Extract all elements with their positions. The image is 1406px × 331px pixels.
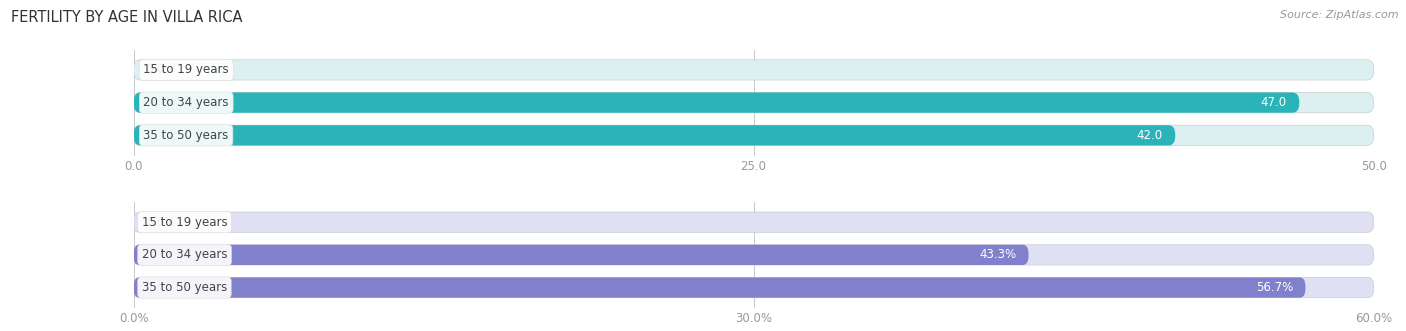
Text: 0.0%: 0.0% bbox=[146, 216, 176, 229]
FancyBboxPatch shape bbox=[134, 125, 1175, 145]
Text: 15 to 19 years: 15 to 19 years bbox=[142, 216, 228, 229]
FancyBboxPatch shape bbox=[134, 277, 1305, 298]
Text: 43.3%: 43.3% bbox=[979, 248, 1017, 261]
Text: 56.7%: 56.7% bbox=[1256, 281, 1294, 294]
Text: 35 to 50 years: 35 to 50 years bbox=[142, 281, 228, 294]
Text: 0.0: 0.0 bbox=[146, 64, 165, 76]
Text: 42.0: 42.0 bbox=[1136, 129, 1163, 142]
FancyBboxPatch shape bbox=[134, 245, 1374, 265]
FancyBboxPatch shape bbox=[134, 60, 1374, 80]
Text: 15 to 19 years: 15 to 19 years bbox=[143, 64, 229, 76]
FancyBboxPatch shape bbox=[134, 125, 1374, 145]
Text: 47.0: 47.0 bbox=[1261, 96, 1286, 109]
FancyBboxPatch shape bbox=[134, 277, 1374, 298]
FancyBboxPatch shape bbox=[134, 212, 1374, 232]
Text: FERTILITY BY AGE IN VILLA RICA: FERTILITY BY AGE IN VILLA RICA bbox=[11, 10, 243, 25]
Text: 20 to 34 years: 20 to 34 years bbox=[143, 96, 229, 109]
Text: 35 to 50 years: 35 to 50 years bbox=[143, 129, 229, 142]
Text: Source: ZipAtlas.com: Source: ZipAtlas.com bbox=[1281, 10, 1399, 20]
FancyBboxPatch shape bbox=[134, 92, 1299, 113]
FancyBboxPatch shape bbox=[134, 245, 1029, 265]
FancyBboxPatch shape bbox=[134, 92, 1374, 113]
Text: 20 to 34 years: 20 to 34 years bbox=[142, 248, 228, 261]
